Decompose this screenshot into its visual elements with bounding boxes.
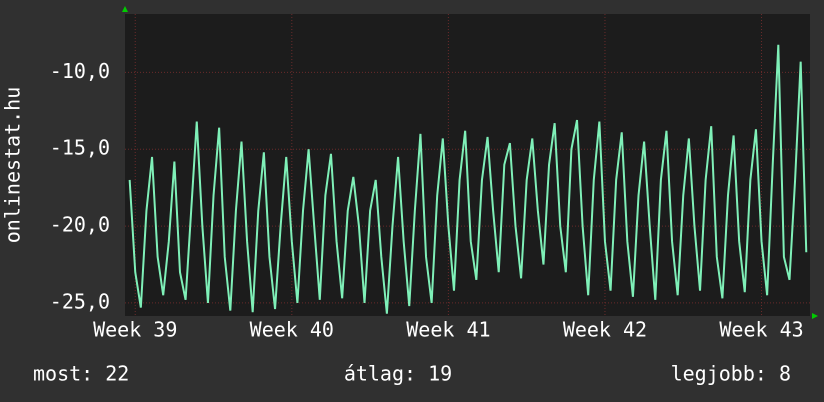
x-tick-label: Week 40: [250, 318, 334, 342]
stat-max: legjobb: 8: [671, 362, 791, 386]
axis-arrow: [812, 313, 818, 319]
x-tick-label: Week 39: [93, 318, 177, 342]
y-tick-label: -20,0: [50, 213, 110, 237]
y-tick-label: -25,0: [50, 289, 110, 313]
y-axis-label: onlinestat.hu: [1, 87, 25, 244]
data-line: [128, 44, 808, 314]
stat-average: átlag: 19: [344, 362, 452, 386]
y-tick-label: -10,0: [50, 59, 110, 83]
stat-current: most: 22: [33, 362, 129, 386]
x-tick-label: Week 41: [406, 318, 490, 342]
y-tick-label: -15,0: [50, 136, 110, 160]
axis-arrow: [122, 6, 128, 12]
x-tick-label: Week 42: [563, 318, 647, 342]
x-tick-label: Week 43: [719, 318, 803, 342]
